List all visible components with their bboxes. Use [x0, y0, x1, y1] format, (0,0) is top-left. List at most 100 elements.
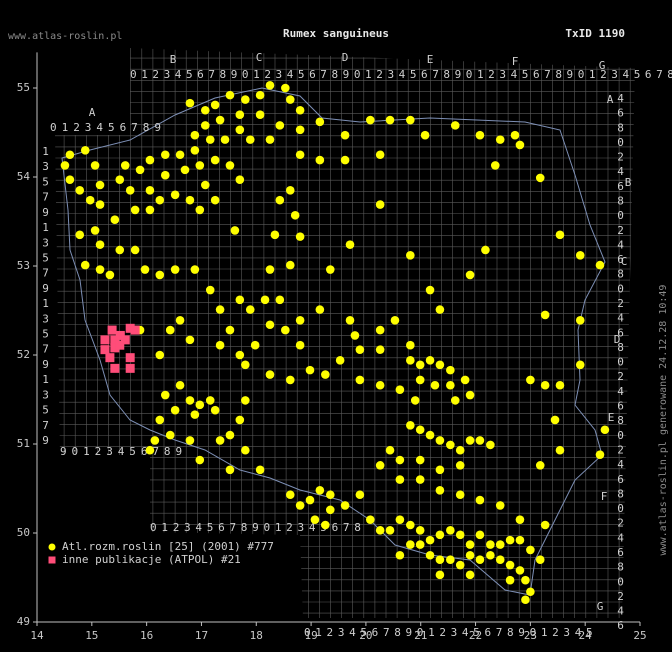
occurrence-dot — [435, 570, 445, 580]
occurrence-dot — [510, 130, 520, 140]
occurrence-dot — [535, 555, 545, 564]
occurrence-square — [115, 340, 125, 350]
x-tick-label: 16 — [140, 629, 153, 642]
occurrence-dot — [465, 270, 475, 280]
occurrence-dot — [275, 295, 285, 305]
occurrence-dot — [385, 526, 395, 535]
y-tick-label: 55 — [17, 81, 30, 94]
occurrence-dot — [385, 115, 395, 125]
occurrence-dot — [465, 540, 475, 549]
occurrence-dot — [490, 161, 500, 170]
occurrence-dot — [80, 146, 90, 155]
occurrence-dot — [65, 150, 75, 160]
occurrence-dot — [345, 240, 355, 249]
occurrence-dot — [486, 540, 495, 549]
grid-letter: A — [89, 106, 96, 119]
occurrence-dot — [90, 226, 100, 235]
occurrence-dot — [406, 540, 415, 549]
occurrence-dot — [245, 305, 255, 314]
occurrence-dot — [495, 135, 505, 144]
occurrence-dot — [375, 526, 385, 535]
occurrence-dot — [540, 520, 550, 530]
occurrence-dot — [255, 465, 265, 475]
occurrence-dot — [130, 245, 140, 255]
occurrence-dot — [95, 240, 105, 249]
occurrence-dot — [521, 595, 530, 605]
occurrence-dot — [385, 445, 395, 455]
grid-row-label: 90123456789 — [60, 445, 182, 458]
occurrence-dot — [200, 180, 210, 190]
occurrence-dot — [515, 515, 525, 524]
occurrence-dot — [241, 396, 250, 405]
occurrence-square — [100, 335, 110, 345]
occurrence-dot — [215, 340, 225, 350]
occurrence-dot — [235, 415, 245, 425]
occurrence-dot — [350, 331, 360, 340]
occurrence-dot — [425, 356, 435, 365]
occurrence-dot — [65, 175, 75, 184]
occurrence-dot — [375, 200, 385, 209]
occurrence-dot — [455, 461, 465, 470]
occurrence-dot — [435, 305, 445, 314]
occurrence-dot — [505, 535, 515, 545]
occurrence-dot — [475, 530, 485, 540]
occurrence-dot — [115, 245, 125, 255]
occurrence-dot — [215, 305, 225, 314]
occurrence-dot — [355, 490, 365, 500]
occurrence-dot — [340, 130, 350, 140]
occurrence-dot — [241, 360, 250, 370]
occurrence-dot — [230, 226, 240, 235]
occurrence-dot — [155, 270, 165, 280]
grid-letter: D — [614, 333, 621, 346]
occurrence-dot — [285, 375, 295, 385]
occurrence-dot — [495, 540, 505, 549]
occurrence-dot — [145, 205, 155, 215]
grid-row-label: 0123456789 — [50, 121, 161, 134]
occurrence-dot — [446, 380, 455, 390]
occurrence-dot — [481, 245, 490, 255]
x-tick-label: 20 — [359, 629, 372, 642]
occurrence-square — [110, 343, 120, 353]
occurrence-dot — [495, 501, 505, 510]
occurrence-dot — [185, 195, 195, 205]
occurrence-dot — [325, 505, 335, 515]
occurrence-dot — [130, 205, 140, 215]
occurrence-dot — [155, 350, 165, 360]
occurrence-dot — [225, 430, 235, 440]
occurrence-dot — [265, 370, 275, 379]
occurrence-dot — [160, 170, 170, 180]
occurrence-dot — [265, 135, 275, 144]
occurrence-dot — [95, 180, 105, 190]
occurrence-dot — [340, 501, 350, 510]
occurrence-square — [100, 345, 110, 355]
map-title: Rumex sanguineus — [283, 27, 389, 40]
occurrence-dot — [435, 485, 445, 495]
occurrence-dot — [595, 450, 605, 459]
occurrence-dot — [540, 310, 550, 320]
occurrence-dot — [165, 430, 175, 440]
y-tick-label: 54 — [17, 170, 31, 183]
occurrence-dot — [455, 530, 465, 540]
occurrence-dot — [315, 117, 325, 127]
occurrence-dot — [185, 396, 195, 405]
occurrence-dot — [325, 490, 335, 500]
occurrence-dot — [140, 265, 150, 274]
occurrence-dot — [235, 125, 245, 135]
grid-letter: G — [599, 59, 606, 72]
occurrence-dot — [255, 90, 265, 100]
occurrence-square — [110, 335, 120, 345]
occurrence-dot — [235, 350, 245, 360]
occurrence-dot — [425, 285, 435, 295]
occurrence-dot — [355, 345, 365, 354]
occurrence-square — [125, 363, 135, 373]
occurrence-dot — [105, 270, 115, 280]
occurrence-dot — [425, 550, 435, 560]
occurrence-dot — [155, 195, 165, 205]
occurrence-dot — [295, 105, 305, 115]
occurrence-dot — [195, 205, 205, 215]
occurrence-dot — [285, 95, 295, 104]
occurrence-dot — [465, 390, 475, 400]
occurrence-square — [120, 335, 130, 345]
occurrence-dot — [340, 155, 350, 165]
grid-letter: F — [512, 55, 519, 68]
